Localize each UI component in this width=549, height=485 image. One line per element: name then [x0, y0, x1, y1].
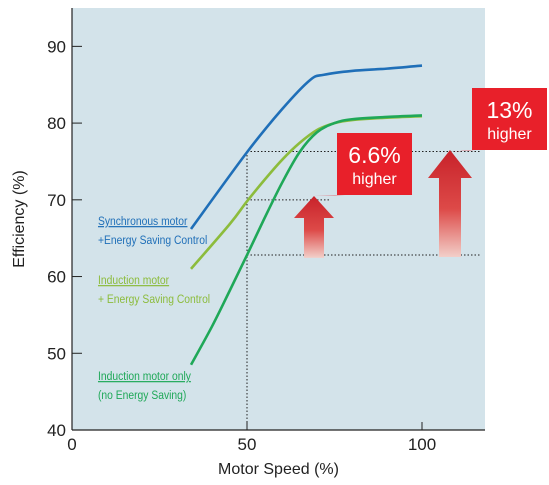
series-label-synchronous-esc-line-2: +Energy Saving Control	[98, 234, 207, 247]
x-tick-label-50: 50	[238, 435, 257, 454]
y-axis-label: Efficiency (%)	[11, 170, 28, 268]
y-tick-label-80: 80	[47, 114, 66, 133]
arrow-6-6-percent	[294, 196, 334, 258]
x-tick-label-0: 0	[67, 435, 76, 454]
series-label-induction-esc-line-2: + Energy Saving Control	[98, 293, 210, 306]
callout-13-percent-caption: higher	[487, 126, 532, 143]
x-axis-label: Motor Speed (%)	[218, 461, 339, 478]
series-label-induction-esc-line-1: Induction motor	[98, 274, 169, 287]
y-tick-label-40: 40	[47, 421, 66, 440]
series-line-synchronous-esc	[189, 64, 423, 230]
plot-background	[72, 8, 485, 430]
y-tick-label-50: 50	[47, 344, 66, 363]
callout-6-6-percent-value: 6.6%	[348, 142, 400, 168]
callout-6-6-percent-box	[314, 133, 412, 196]
arrow-13-percent	[428, 150, 472, 258]
y-tick-label-60: 60	[47, 268, 66, 287]
series-label-induction-only-line-1: Induction motor only	[98, 370, 191, 383]
callout-6-6-percent-caption: higher	[352, 171, 397, 188]
y-tick-label-90: 90	[47, 37, 66, 56]
callout-13-percent-box	[450, 88, 547, 152]
y-tick-label-70: 70	[47, 191, 66, 210]
series-line-induction-only	[189, 114, 423, 366]
series-label-induction-only-line-2: (no Energy Saving)	[98, 389, 187, 402]
x-tick-label-100: 100	[408, 435, 436, 454]
series-label-synchronous-esc-line-1: Synchronous motor	[98, 215, 188, 228]
callout-13-percent-value: 13%	[486, 97, 532, 123]
